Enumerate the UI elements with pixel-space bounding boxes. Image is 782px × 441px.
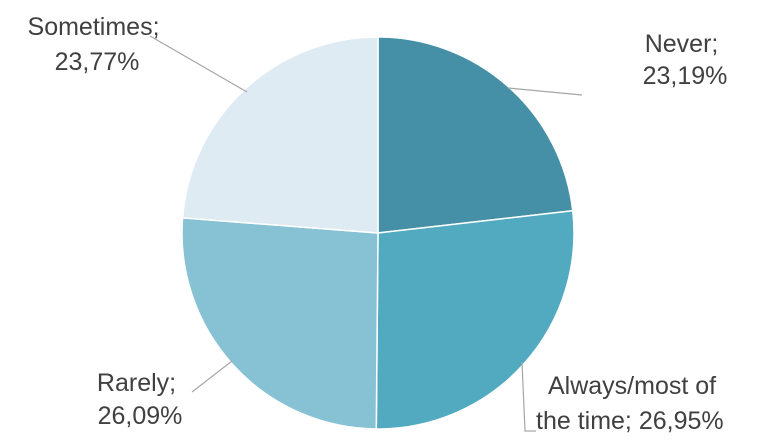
data-label-always: Always/most of the time; 26,95% <box>536 372 724 435</box>
data-labels: Never; 23,19% Always/most of the time; 2… <box>28 13 728 435</box>
leader-line-rarely <box>191 360 233 393</box>
data-label-never: Never; 23,19% <box>643 30 728 90</box>
data-label-sometimes-line2: 23,77% <box>55 48 140 76</box>
data-label-rarely-line2: 26,09% <box>98 402 183 430</box>
pie-slices <box>181 36 575 430</box>
data-label-always-line1: Always/most of <box>548 372 716 400</box>
data-label-never-line2: 23,19% <box>643 62 728 90</box>
pie-slice-sometimes <box>181 36 379 234</box>
pie-slice-never <box>377 36 574 234</box>
leader-line-sometimes <box>149 35 248 93</box>
data-label-rarely-line1: Rarely; <box>97 369 176 397</box>
pie-slice-always-most-of-the-time <box>375 209 575 430</box>
data-label-sometimes-line1: Sometimes; <box>28 13 160 41</box>
leader-line-never <box>507 87 583 96</box>
data-label-never-line1: Never; <box>645 30 719 58</box>
data-label-always-line2: the time; 26,95% <box>536 407 724 435</box>
leader-line-always <box>521 361 536 432</box>
data-label-sometimes: Sometimes; 23,77% <box>28 13 167 76</box>
data-label-rarely: Rarely; 26,09% <box>97 369 183 430</box>
leader-lines <box>149 35 583 432</box>
pie-slice-rarely <box>181 217 379 430</box>
